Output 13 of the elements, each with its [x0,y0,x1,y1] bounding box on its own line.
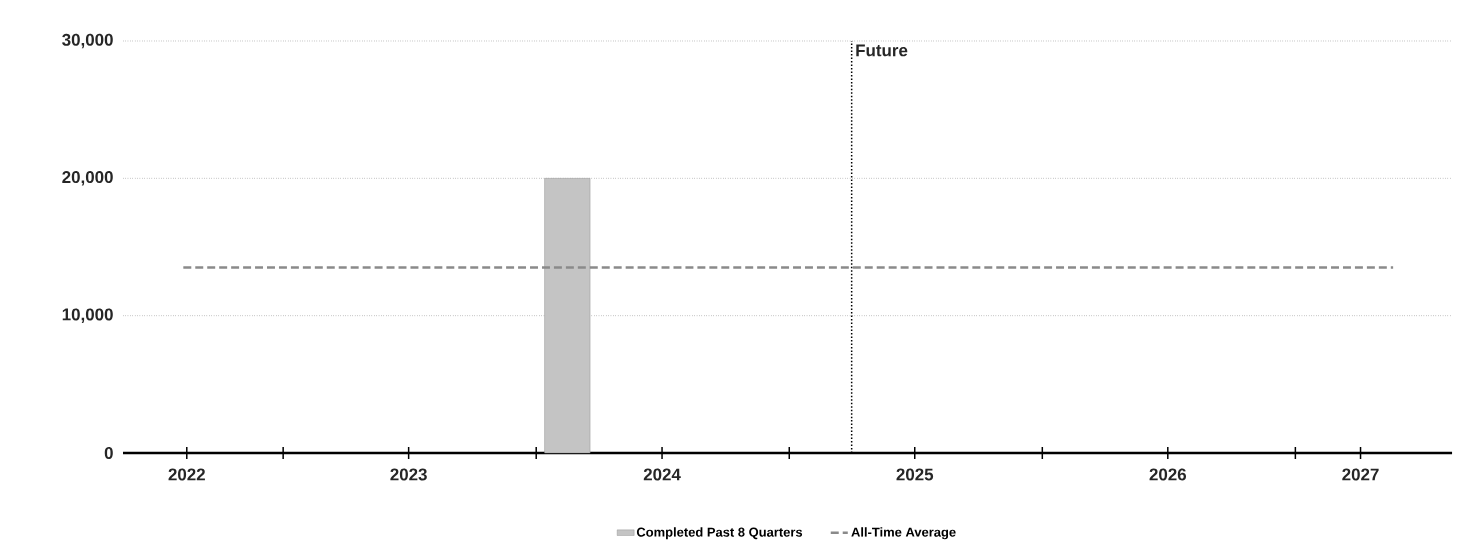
legend-label: Completed Past 8 Quarters [636,527,803,540]
y-tick-label: 20,000 [62,171,113,186]
x-tick-label: 2025 [896,468,934,481]
x-tick-label: 2024 [643,468,681,481]
legend-label: All-Time Average [851,527,956,540]
x-tick-label: 2022 [168,468,205,481]
x-tick-label: 2026 [1149,468,1187,481]
y-tick-label: 10,000 [62,308,113,323]
x-tick-label: 2023 [390,468,427,481]
ref-line-label: Future [856,44,908,57]
x-tick-label: 2027 [1342,468,1379,481]
y-tick-label: 0 [104,447,113,459]
y-tick-label: 30,000 [62,33,113,49]
